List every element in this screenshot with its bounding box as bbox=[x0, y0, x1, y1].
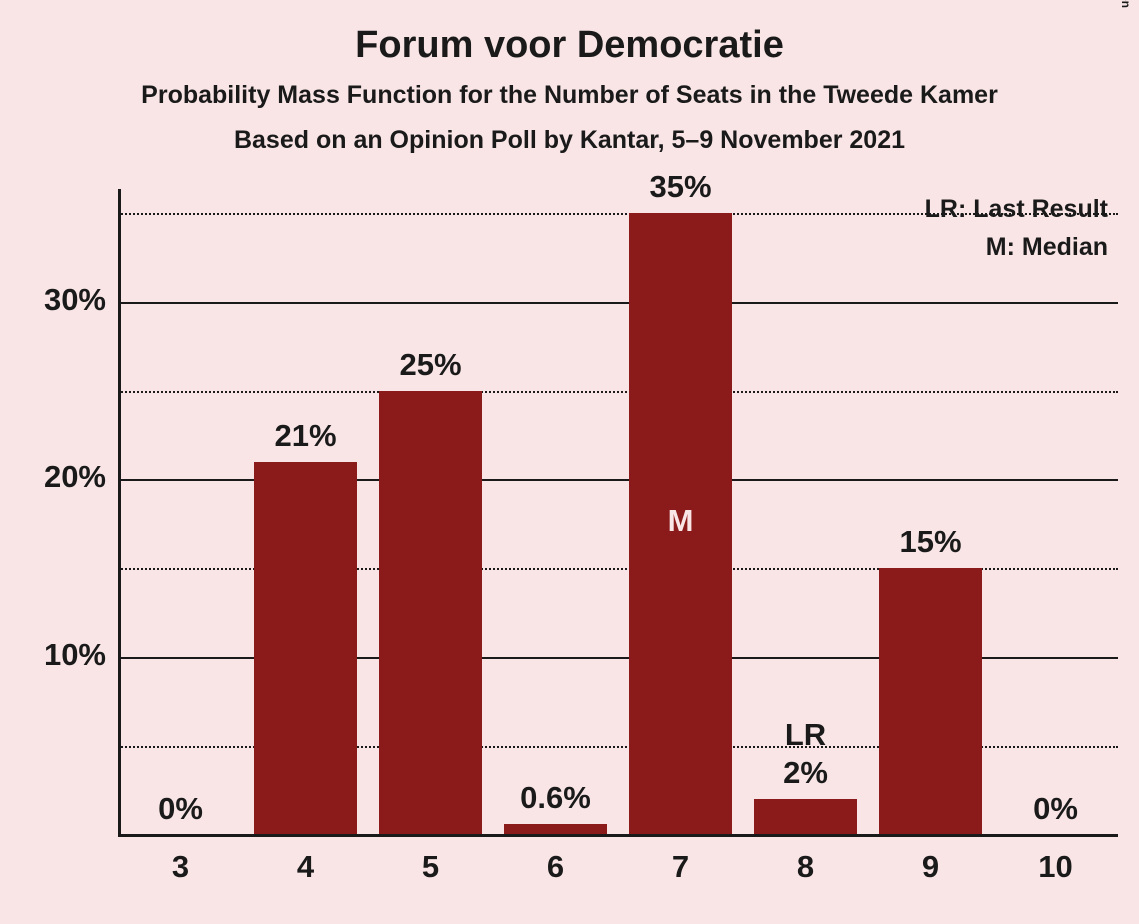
bar-value-label: 35% bbox=[618, 169, 743, 205]
y-axis-tick-label: 30% bbox=[6, 282, 106, 318]
y-axis-tick-label: 10% bbox=[6, 637, 106, 673]
x-axis-tick-label: 9 bbox=[868, 849, 993, 885]
bar-value-label: 2% bbox=[743, 755, 868, 791]
x-axis-tick-label: 3 bbox=[118, 849, 243, 885]
median-annotation: M bbox=[629, 503, 732, 539]
bar bbox=[254, 462, 357, 835]
bar bbox=[754, 799, 857, 835]
x-axis-tick-label: 10 bbox=[993, 849, 1118, 885]
bar-value-label: 25% bbox=[368, 347, 493, 383]
gridline-minor bbox=[118, 391, 1118, 393]
chart-subtitle-2: Based on an Opinion Poll by Kantar, 5–9 … bbox=[0, 126, 1139, 155]
chart-title: Forum voor Democratie bbox=[0, 0, 1139, 67]
x-axis-tick-label: 8 bbox=[743, 849, 868, 885]
gridline-major bbox=[118, 302, 1118, 304]
bar-value-label: 0.6% bbox=[493, 780, 618, 816]
y-axis bbox=[118, 189, 121, 835]
bar-value-label: 21% bbox=[243, 418, 368, 454]
copyright-text: © 2021 Filip van Laenen bbox=[1119, 0, 1133, 8]
y-axis-tick-label: 20% bbox=[6, 459, 106, 495]
last-result-annotation: LR bbox=[743, 717, 868, 753]
bar bbox=[379, 391, 482, 835]
bar bbox=[879, 568, 982, 835]
x-axis-tick-label: 7 bbox=[618, 849, 743, 885]
x-axis-tick-label: 4 bbox=[243, 849, 368, 885]
bar-value-label: 15% bbox=[868, 524, 993, 560]
legend-median: M: Median bbox=[986, 233, 1108, 262]
bar-value-label: 0% bbox=[118, 791, 243, 827]
chart-plot-area: 10%20%30%0%321%425%50.6%635%M72%LR815%90… bbox=[118, 195, 1118, 835]
bar-value-label: 0% bbox=[993, 791, 1118, 827]
x-axis-tick-label: 5 bbox=[368, 849, 493, 885]
legend-last-result: LR: Last Result bbox=[925, 195, 1108, 224]
x-axis bbox=[118, 834, 1118, 837]
chart-subtitle-1: Probability Mass Function for the Number… bbox=[0, 81, 1139, 110]
x-axis-tick-label: 6 bbox=[493, 849, 618, 885]
